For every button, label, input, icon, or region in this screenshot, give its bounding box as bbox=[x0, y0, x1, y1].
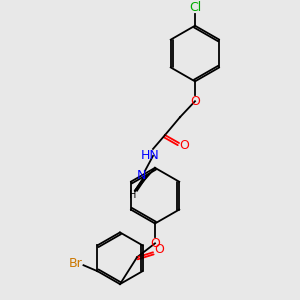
Text: O: O bbox=[179, 140, 189, 152]
Text: O: O bbox=[190, 95, 200, 108]
Text: O: O bbox=[154, 243, 164, 256]
Text: H: H bbox=[129, 190, 137, 200]
Text: Cl: Cl bbox=[189, 1, 201, 14]
Text: HN: HN bbox=[141, 149, 159, 162]
Text: N: N bbox=[136, 169, 146, 182]
Text: O: O bbox=[150, 237, 160, 250]
Text: Br: Br bbox=[69, 257, 82, 270]
